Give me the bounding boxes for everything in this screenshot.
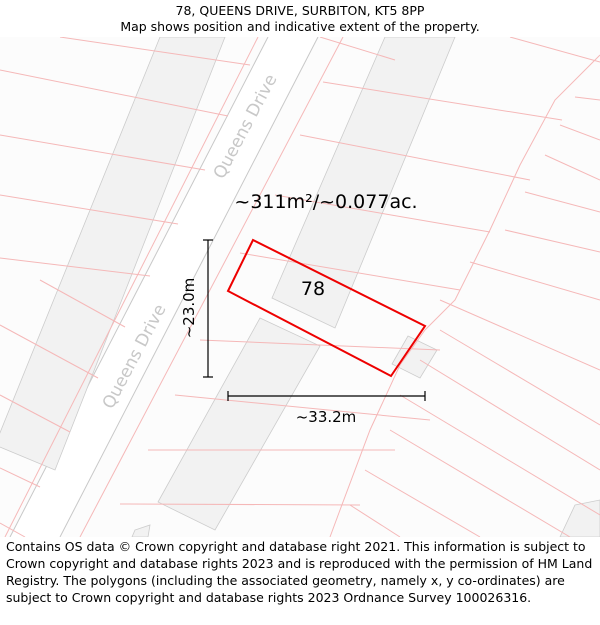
map-header: 78, QUEENS DRIVE, SURBITON, KT5 8PP Map … <box>0 0 600 37</box>
height-measure-label: ~23.0m <box>180 278 198 339</box>
width-measure <box>227 391 426 401</box>
area-label: ~311m²/~0.077ac. <box>234 191 417 213</box>
parcel-boundaries <box>0 37 600 537</box>
width-measure-label: ~33.2m <box>296 408 357 426</box>
property-boundary-highlight[interactable] <box>226 238 427 378</box>
property-address: 78, QUEENS DRIVE, SURBITON, KT5 8PP <box>175 3 425 18</box>
map-subtitle: Map shows position and indicative extent… <box>120 19 480 34</box>
map-canvas[interactable]: Queens Drive Queens Drive ~311m²/~0.077a… <box>0 37 600 537</box>
buildings-left <box>0 37 226 471</box>
buildings-right <box>131 37 600 537</box>
copyright-attribution: Contains OS data © Crown copyright and d… <box>6 539 593 605</box>
height-measure <box>203 239 213 378</box>
plot-number-label: 78 <box>301 278 325 300</box>
